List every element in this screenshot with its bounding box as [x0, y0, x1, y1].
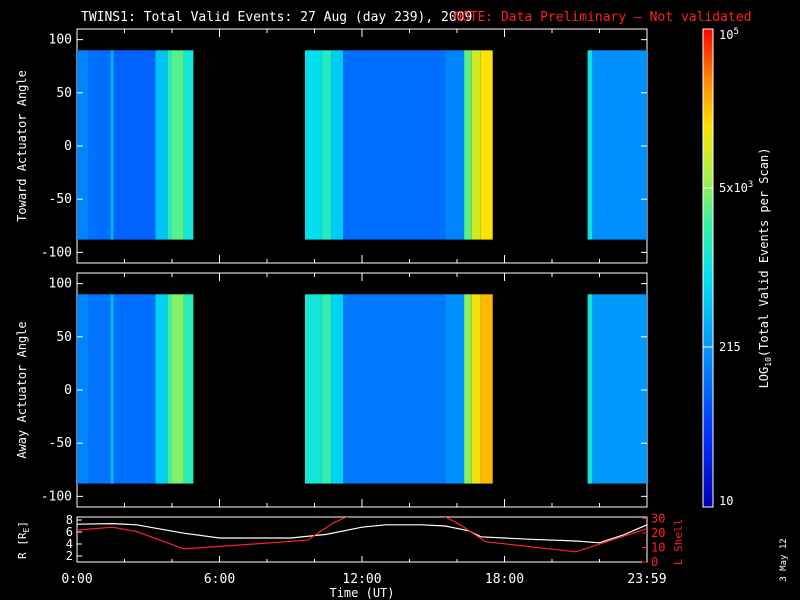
- heatmap-band: [464, 50, 472, 240]
- heatmap-band: [480, 294, 493, 484]
- colorbar-label-rest: (Total Valid Events per Scan): [757, 148, 771, 358]
- heatmap-band: [88, 50, 111, 240]
- heatmap-band: [113, 50, 156, 240]
- lshell-ytick-label: 10: [651, 540, 665, 554]
- colorbar-ticks: 10 215 5x103 105: [703, 27, 753, 508]
- heatmap-band: [331, 50, 343, 240]
- heatmap-band: [471, 50, 481, 240]
- ytick-label: -50: [49, 192, 72, 207]
- ytick-label: -100: [41, 245, 72, 260]
- colorbar-gradient: [702, 28, 714, 508]
- heatmap-band: [480, 50, 493, 240]
- heatmap-band: [113, 294, 156, 484]
- xtick-label: 12:00: [342, 572, 381, 587]
- colorbar-label: LOG10(Total Valid Events per Scan): [757, 148, 773, 389]
- heatmap-band: [155, 50, 168, 240]
- colorbar-tick-label: 10: [719, 494, 733, 508]
- heatmap-band: [172, 294, 184, 484]
- heatmap-band: [305, 50, 322, 240]
- heatmap-band: [471, 294, 481, 484]
- ytick-label: -100: [41, 489, 72, 504]
- heatmap-band: [343, 50, 446, 240]
- ytick-label: -50: [49, 436, 72, 451]
- r-series-line: [77, 522, 647, 544]
- heatmap-band: [464, 294, 472, 484]
- heatmap-band: [183, 294, 194, 484]
- heatmap-band: [321, 50, 332, 240]
- heatmap-band: [77, 294, 89, 484]
- xtick-label: 23:59: [627, 572, 666, 587]
- heatmap-band: [110, 294, 114, 484]
- xtick-label: 0:00: [61, 572, 92, 587]
- r-ylabel-main: R [R: [16, 532, 29, 559]
- lshell-ytick-label: 0: [651, 555, 658, 569]
- r-ytick-label: 2: [66, 549, 73, 563]
- heatmap-band: [592, 50, 647, 240]
- ytick-label: 50: [56, 330, 72, 345]
- heatmap-band: [305, 294, 322, 484]
- heatmap-band: [88, 294, 111, 484]
- heatmap-band: [172, 50, 184, 240]
- date-stamp: 3 May 12: [779, 538, 789, 581]
- heatmap-band: [155, 294, 168, 484]
- r-ylabel: R [RE]: [16, 521, 31, 559]
- orbit-lines: [77, 517, 647, 553]
- r-ylabel-end: ]: [16, 521, 29, 528]
- heatmap-band: [587, 294, 593, 484]
- heatmap-band: [445, 294, 465, 484]
- ytick-label: 50: [56, 86, 72, 101]
- lshell-ylabel: L Shell: [672, 519, 685, 565]
- away-heatmap-panel: 100 50 0 -50 -100 Away Actuator Angle: [15, 272, 648, 508]
- lshell-ytick-label: 30: [651, 511, 665, 525]
- colorbar-tick-label: 215: [719, 340, 741, 354]
- colorbar-tick-label: 5x103: [719, 180, 753, 195]
- toward-heatmap-panel: 100 50 0 -50 -100 Toward Actuator Angle: [15, 28, 648, 264]
- colorbar-label-main: LOG: [757, 367, 771, 389]
- toward-heatmap-data: [77, 50, 647, 240]
- heatmap-band: [587, 50, 593, 240]
- heatmap-band: [321, 294, 332, 484]
- r-ytick-label: 8: [66, 513, 73, 527]
- away-panel-axes: 100 50 0 -50 -100: [41, 273, 648, 507]
- preliminary-note: NOTE: Data Preliminary — Not validated: [454, 10, 751, 25]
- chart-title: TWINS1: Total Valid Events: 27 Aug (day …: [81, 10, 472, 25]
- heatmap-band: [110, 50, 114, 240]
- r-ytick-label: 4: [66, 537, 73, 551]
- toward-ylabel: Toward Actuator Angle: [15, 70, 29, 222]
- r-ytick-label: 6: [66, 525, 73, 539]
- away-heatmap-data: [77, 294, 647, 484]
- heatmap-band: [167, 294, 173, 484]
- xtick-label: 18:00: [485, 572, 524, 587]
- heatmap-band: [183, 50, 194, 240]
- r-ylabel-sub: E: [22, 527, 31, 532]
- ytick-label: 0: [64, 139, 72, 154]
- colorbar-tick-label: 105: [719, 27, 739, 42]
- heatmap-band: [167, 50, 173, 240]
- orbit-panel-frame: [76, 516, 648, 563]
- lshell-series-line: [77, 517, 647, 553]
- time-xlabel: Time (UT): [329, 586, 394, 600]
- ytick-label: 100: [49, 277, 72, 292]
- xtick-label: 6:00: [204, 572, 235, 587]
- ytick-label: 0: [64, 383, 72, 398]
- heatmap-band: [445, 50, 465, 240]
- away-ylabel: Away Actuator Angle: [15, 321, 29, 458]
- ytick-label: 100: [49, 33, 72, 48]
- heatmap-band: [331, 294, 343, 484]
- lshell-ytick-label: 20: [651, 526, 665, 540]
- heatmap-band: [343, 294, 446, 484]
- heatmap-band: [77, 50, 89, 240]
- heatmap-band: [592, 294, 647, 484]
- colorbar-label-sub: 10: [764, 357, 773, 367]
- toward-panel-axes: 100 50 0 -50 -100: [41, 29, 648, 263]
